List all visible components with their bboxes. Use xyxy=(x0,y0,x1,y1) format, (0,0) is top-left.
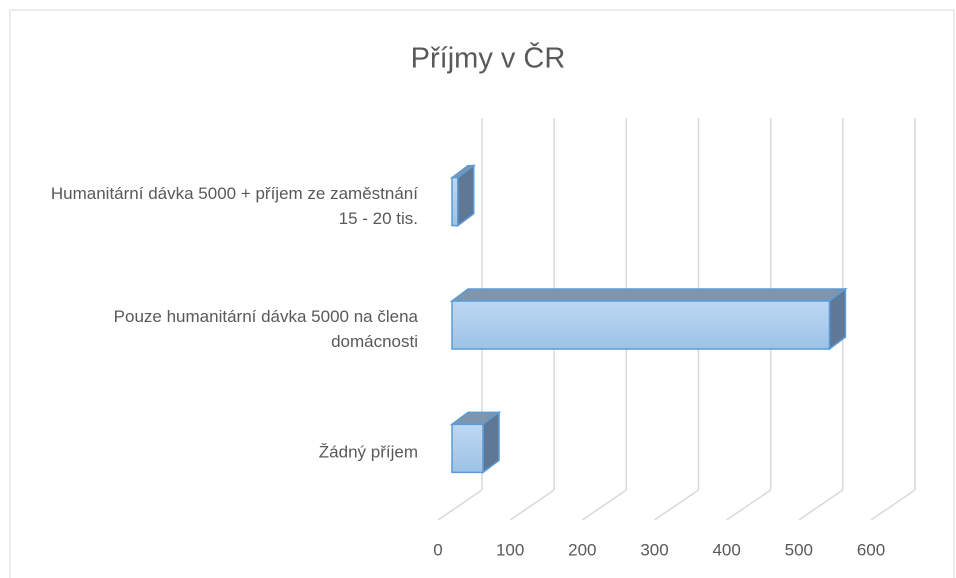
grid-line-floor xyxy=(509,489,555,521)
chart-border xyxy=(9,9,955,578)
bar xyxy=(449,410,502,474)
category-label: Humanitární dávka 5000 + příjem ze zaměs… xyxy=(50,183,418,228)
x-tick-label: 600 xyxy=(857,540,885,559)
grid-line-floor xyxy=(654,489,699,521)
grid-line-floor xyxy=(581,489,627,521)
x-tick-label: 300 xyxy=(640,540,668,559)
grid-line-floor xyxy=(437,489,483,521)
bar-front xyxy=(451,176,459,227)
chart-title: Příjmy v ČR xyxy=(411,41,566,75)
grid-line-floor xyxy=(870,489,916,521)
x-tick-label: 400 xyxy=(712,540,740,559)
x-tick-label: 200 xyxy=(568,540,596,559)
bar-top xyxy=(449,288,848,302)
bar-front xyxy=(451,300,831,350)
bar xyxy=(449,164,477,228)
category-label: Žádný příjem xyxy=(318,442,418,462)
bar xyxy=(449,287,848,351)
category-label: Pouze humanitární dávka 5000 na člena do… xyxy=(113,307,418,351)
x-tick-label: 0 xyxy=(433,540,442,559)
x-tick-label: 500 xyxy=(785,540,813,559)
grid-line-floor xyxy=(798,489,844,521)
x-tick-label: 100 xyxy=(496,540,524,559)
grid-line-floor xyxy=(726,489,772,521)
bar-front xyxy=(451,423,484,474)
